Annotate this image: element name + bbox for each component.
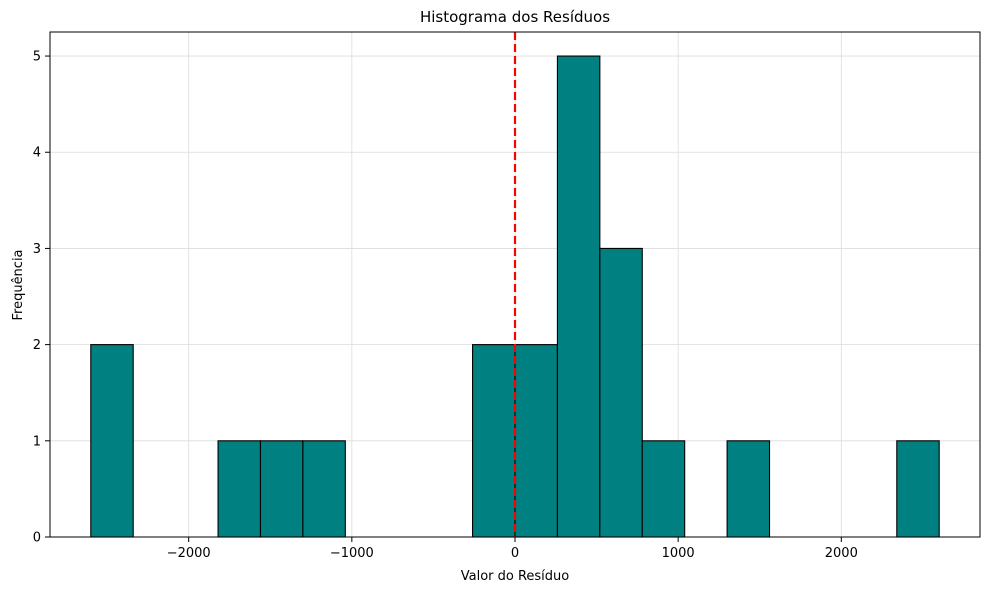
histogram-bar [302, 440, 346, 538]
y-tick-label: 5 [33, 50, 41, 65]
x-axis-ticks: −2000 −1000 0 1000 2000 [167, 537, 858, 561]
histogram-bar [90, 344, 134, 538]
histogram-bar [217, 440, 262, 538]
x-axis-label: Valor do Resíduo [461, 569, 570, 584]
y-tick-label: 4 [33, 146, 41, 161]
histogram-bar [472, 344, 516, 538]
y-tick-label: 0 [33, 531, 41, 546]
histogram-bars [90, 55, 940, 538]
y-tick-label: 2 [33, 338, 41, 353]
histogram-bar [726, 440, 771, 538]
histogram-bar [259, 440, 304, 538]
chart-title: Histograma dos Resíduos [420, 8, 610, 26]
histogram-bar [514, 344, 558, 538]
histogram-bar [599, 247, 643, 538]
plot-frame [49, 31, 981, 538]
histogram-bar [556, 55, 601, 538]
y-tick-label: 1 [33, 434, 41, 449]
y-tick-label: 3 [33, 242, 41, 257]
x-tick-label: −1000 [330, 546, 374, 561]
histogram-bar [896, 440, 940, 538]
x-tick-label: −2000 [167, 546, 211, 561]
y-axis-label: Frequência [11, 249, 26, 320]
x-tick-label: 0 [511, 546, 519, 561]
y-axis-ticks: 0 1 2 3 4 5 [33, 50, 50, 546]
histogram-bar [641, 440, 686, 538]
x-tick-label: 2000 [825, 546, 858, 561]
x-tick-label: 1000 [662, 546, 695, 561]
